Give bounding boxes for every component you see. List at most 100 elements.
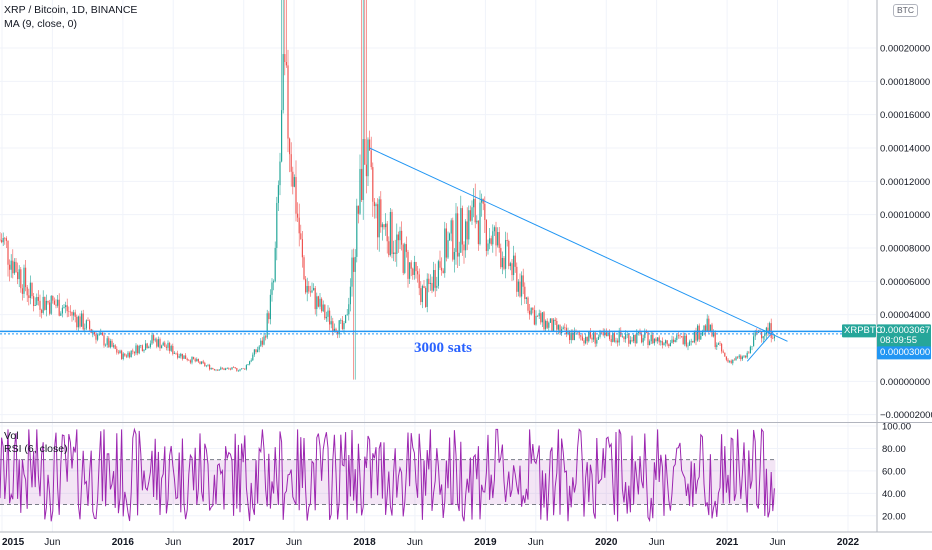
- rsi-series: [0, 427, 775, 523]
- drawing-overlays[interactable]: 3000 sats: [0, 147, 876, 362]
- candle-body: [511, 263, 513, 276]
- candle-body: [401, 230, 403, 245]
- candle-body: [138, 345, 140, 354]
- candle-body: [505, 240, 507, 269]
- candle-body: [193, 356, 195, 360]
- candle-body: [548, 322, 550, 328]
- candle-body: [701, 331, 703, 336]
- candle-body: [108, 338, 110, 348]
- candle-body: [53, 300, 55, 305]
- candle-body: [204, 362, 206, 367]
- candle-body: [650, 334, 652, 342]
- candle-body: [0, 239, 1, 241]
- candle-body: [410, 262, 412, 269]
- candle-body: [405, 244, 407, 252]
- candle-body: [641, 334, 643, 343]
- candle-body: [450, 220, 452, 234]
- candle-body: [623, 336, 625, 340]
- candle-body: [377, 204, 379, 238]
- candle-body: [389, 211, 391, 256]
- candle-body: [549, 318, 551, 323]
- candle-body: [727, 359, 729, 362]
- candle-body: [177, 353, 179, 358]
- candle-body: [145, 343, 147, 350]
- candle-body: [644, 332, 646, 339]
- candle-body: [212, 368, 214, 370]
- candle-body: [593, 332, 595, 340]
- candle-body: [356, 205, 358, 257]
- candle-body: [228, 368, 230, 369]
- candle-body: [500, 247, 502, 268]
- candle-body: [381, 224, 383, 228]
- candle-body: [442, 270, 444, 274]
- candle-body: [13, 261, 15, 274]
- candle-body: [543, 312, 545, 330]
- candle-body: [295, 177, 297, 214]
- candle-body: [359, 168, 361, 214]
- candle-body: [642, 338, 644, 343]
- level-price-badge: 0.00003000: [880, 347, 931, 359]
- candle-body: [485, 219, 487, 251]
- candle-body: [151, 335, 153, 344]
- candle-body: [346, 314, 348, 315]
- candle-body: [69, 311, 71, 313]
- candle-body: [65, 305, 67, 307]
- candle-body: [343, 323, 345, 330]
- candle-body: [746, 352, 748, 358]
- candle-body: [233, 367, 235, 368]
- candle-body: [103, 335, 105, 346]
- candle-body: [756, 332, 758, 333]
- candle-body: [396, 234, 398, 254]
- candle-body: [121, 350, 123, 360]
- candle-body: [532, 307, 534, 310]
- candle-body: [413, 261, 415, 275]
- candle-body: [433, 270, 435, 291]
- candle-body: [183, 355, 185, 359]
- candle-body: [770, 323, 772, 338]
- candle-body: [674, 339, 676, 343]
- candle-body: [351, 257, 353, 287]
- candle-body: [711, 324, 713, 337]
- candle-body: [277, 185, 279, 203]
- candle-body: [225, 368, 227, 371]
- candle-body: [386, 223, 388, 242]
- y-tick-label: −0.00002000: [880, 410, 932, 421]
- candle-body: [217, 369, 219, 371]
- candle-body: [330, 321, 332, 325]
- trendline: [369, 147, 788, 342]
- candle-body: [668, 344, 670, 347]
- candle-body: [690, 340, 692, 342]
- candle-body: [397, 234, 399, 241]
- rsi-tick-label: 60.00: [882, 466, 906, 477]
- candle-body: [210, 368, 212, 370]
- candle-body: [391, 211, 393, 254]
- candle-body: [495, 227, 497, 246]
- x-tick-label: 2017: [233, 537, 256, 548]
- currency-badge[interactable]: BTC: [893, 4, 918, 17]
- candle-body: [143, 349, 145, 352]
- candle-body: [345, 314, 347, 324]
- candle-body: [429, 282, 431, 284]
- candle-body: [287, 65, 289, 139]
- candle-body: [162, 342, 164, 346]
- candle-body: [313, 288, 315, 291]
- candle-body: [637, 331, 639, 333]
- x-tick-label: Jun: [44, 537, 60, 548]
- candle-body: [2, 237, 4, 243]
- candle-body: [316, 296, 318, 310]
- candle-body: [45, 300, 47, 310]
- pane-separator[interactable]: [0, 422, 932, 423]
- candle-body: [257, 349, 259, 353]
- candle-body: [554, 319, 556, 321]
- x-tick-label: Jun: [286, 537, 302, 548]
- y-tick-label: 0.00012000: [880, 177, 930, 188]
- y-tick-label: 0.00016000: [880, 110, 930, 121]
- candle-body: [530, 307, 532, 315]
- candle-body: [181, 353, 183, 359]
- candle-body: [106, 338, 108, 345]
- candle-body: [693, 330, 695, 343]
- candle-body: [412, 268, 414, 275]
- y-tick-label: 0.00014000: [880, 144, 930, 155]
- candle-body: [194, 359, 196, 362]
